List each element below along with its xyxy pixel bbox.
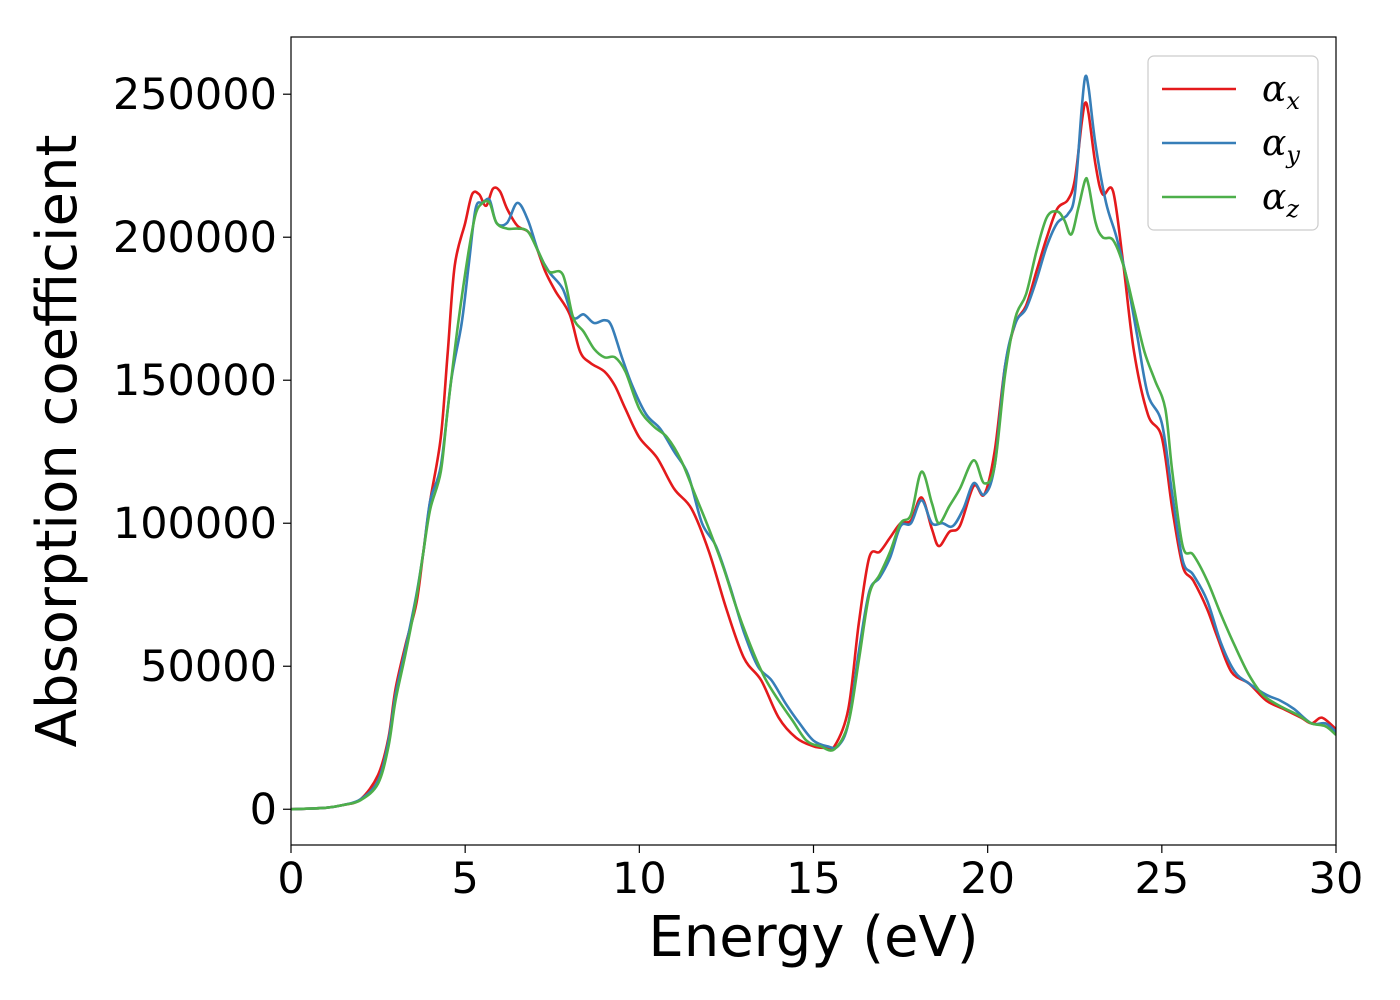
x-tick-label: 25 — [1134, 854, 1189, 904]
legend-subscript: z — [1285, 195, 1299, 223]
y-tick-label: 250000 — [113, 70, 277, 120]
y-tick-label: 150000 — [113, 356, 277, 406]
y-axis: 0 50000 100000 150000 200000 250000 — [113, 70, 291, 835]
x-tick-label: 10 — [612, 854, 667, 904]
y-tick-label: 200000 — [113, 213, 277, 263]
legend-subscript: y — [1285, 141, 1300, 169]
x-tick-label: 20 — [960, 854, 1015, 904]
y-tick-label: 0 — [250, 785, 277, 835]
legend-subscript: x — [1286, 87, 1300, 115]
x-tick-label: 15 — [786, 854, 841, 904]
x-tick-label: 5 — [451, 854, 478, 904]
series-layer — [291, 74, 1336, 811]
legend-entry-y: αy — [1162, 123, 1300, 169]
y-axis-label: Absorption coefficient — [25, 135, 90, 748]
y-tick-label: 100000 — [113, 499, 277, 549]
y-tick-label: 50000 — [140, 642, 277, 692]
x-tick-label: 30 — [1309, 854, 1364, 904]
x-tick-label: 0 — [277, 854, 304, 904]
series-line-z — [291, 176, 1336, 811]
x-axis: 0 5 10 15 20 25 30 — [277, 845, 1363, 904]
series-line-x — [291, 101, 1336, 811]
x-axis-label: Energy (eV) — [648, 905, 978, 970]
